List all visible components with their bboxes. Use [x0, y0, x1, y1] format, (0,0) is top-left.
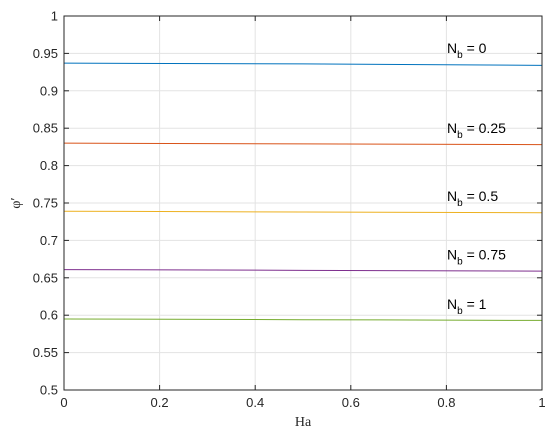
- y-axis-title: φ′: [9, 197, 24, 208]
- series-label: Nb = 1: [447, 296, 487, 317]
- x-tick-label: 0.2: [151, 395, 169, 410]
- y-tick-label: 0.5: [40, 383, 58, 398]
- series-line: [63, 269, 543, 272]
- x-tick-label: 0.8: [437, 395, 455, 410]
- grid-lines: [63, 15, 543, 391]
- x-axis-title: Ha: [295, 415, 312, 430]
- y-tick-labels: 0.5 0.55 0.6 0.65 0.7 0.75 0.8 0.85 0.9 0.95 1: [33, 9, 58, 398]
- series-label: Nb = 0.5: [447, 188, 498, 209]
- x-tick-label: 1: [538, 395, 545, 410]
- y-tick-label: 0.9: [40, 83, 58, 98]
- series-label: Nb = 0.75: [447, 247, 506, 268]
- series-label: Nb = 0: [447, 40, 487, 61]
- y-tick-label: 0.95: [33, 46, 58, 61]
- y-tick-label: 0.6: [40, 308, 58, 323]
- y-tick-label: 0.65: [33, 270, 58, 285]
- series-lines: [63, 62, 543, 321]
- series-line: [63, 210, 543, 214]
- x-tick-label: 0: [60, 395, 67, 410]
- y-tick-label: 0.55: [33, 345, 58, 360]
- y-tick-label: 0.7: [40, 233, 58, 248]
- series-line: [63, 318, 543, 321]
- series-label: Nb = 0.25: [447, 120, 506, 141]
- x-tick-label: 0.6: [342, 395, 360, 410]
- series-labels: Nb = 0 Nb = 0.25 Nb = 0.5 Nb = 0.75 Nb = 1: [447, 40, 506, 317]
- x-tick-labels: 0 0.2 0.4 0.6 0.8 1: [60, 395, 545, 410]
- axis-ticks: [63, 15, 543, 391]
- y-tick-label: 0.8: [40, 158, 58, 173]
- x-tick-label: 0.4: [246, 395, 264, 410]
- series-line: [63, 142, 543, 146]
- y-tick-label: 0.75: [33, 196, 58, 211]
- series-line: [63, 62, 543, 66]
- y-tick-label: 1: [51, 9, 58, 24]
- y-tick-label: 0.85: [33, 121, 58, 136]
